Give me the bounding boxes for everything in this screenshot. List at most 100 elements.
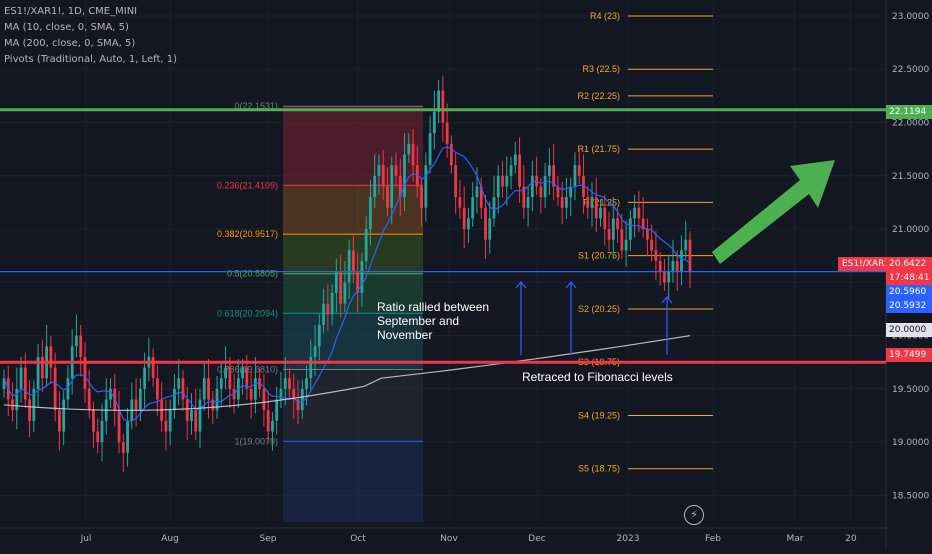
candle-body [688,239,692,272]
candle-body [552,165,556,187]
time-tick-label: Jul [80,534,92,544]
up-arrow-head [515,281,527,289]
chart-legend: ES1!/XAR1!, 1D, CME_MINI MA (10, close, … [4,4,177,68]
candle-body [164,420,168,432]
candle-body [381,165,385,187]
candle-body [185,399,189,421]
fib-level-label: 0.236(21.4109) [217,180,278,190]
candle-body [57,410,61,432]
retrace-annotation: Retraced to Fibonacci levels [522,370,673,384]
candle-body [11,399,14,411]
price-tick-label: 19.0000 [892,438,929,448]
candle-body [458,197,462,208]
candle-body [599,207,602,219]
candle-body [437,90,441,112]
candle-body [603,207,607,230]
candle-body [215,388,219,411]
candle-body [271,420,274,432]
candle-body [15,388,19,411]
candle-body [87,388,91,411]
candle-body [449,143,453,166]
candle-body [347,250,351,283]
fib-level-label: 0.382(20.9517) [217,229,278,239]
candle-body [616,218,619,230]
pivot-label: R2 (22.25) [577,91,620,101]
ma200-tag: 20.0000 [886,323,932,337]
candle-body [194,410,198,432]
candle-body [513,154,517,166]
candle-body [441,90,445,123]
time-tick-label: 20 [845,534,857,544]
candle-body [313,346,317,357]
candle-body [403,154,406,198]
candle-body [228,367,232,389]
candle-body [211,399,215,411]
candle-body [484,207,487,240]
up-arrow-head [661,296,673,304]
candle-body [637,207,641,219]
candle-body [322,303,325,325]
tradingview-logo-icon[interactable]: ⚡ [684,505,704,525]
candle-body [241,367,245,379]
candle-body [569,186,573,198]
candle-body [667,271,671,283]
candle-body [582,175,585,198]
candle-body [586,197,590,208]
candle-body [675,261,679,272]
candle-body [49,346,53,368]
fib-zone [283,441,423,522]
candle-body [654,250,658,261]
candle-body [75,335,78,347]
candle-body [411,143,415,166]
time-tick-label: Nov [440,534,458,544]
candle-body [522,186,526,208]
pivot-label: S5 (18.75) [578,464,620,474]
candle-body [79,335,83,357]
candle-body [224,367,227,379]
candle-body [479,186,483,208]
candle-body [594,197,598,219]
symbol-price-tag: ES1!/XAR1! [838,257,898,271]
candle-body [317,324,321,347]
candle-body [339,271,343,304]
candle-body [428,133,432,166]
candle-body [288,378,291,389]
fib-level-label: 0.5(20.5805) [227,269,278,279]
candle-body [330,292,334,315]
countdown-tag: 17:48:41 [886,271,932,285]
candle-body [360,261,364,293]
candle-body [190,410,193,421]
pivot-label: R4 (23) [590,11,620,21]
candle-body [560,197,564,208]
candle-body [492,197,496,219]
time-tick-label: 2023 [617,534,640,544]
candle-body [2,378,6,389]
candle-body [530,175,534,198]
price-tick-label: 21.0000 [892,225,929,235]
pivot-label: S2 (20.25) [578,304,620,314]
candle-body [445,122,449,144]
candle-body [168,410,172,432]
candle-body [326,303,330,315]
fib-zone [283,313,423,370]
time-tick-label: Mar [787,534,804,544]
candle-body [296,399,300,411]
candle-body [633,207,637,219]
candle-body [126,420,129,453]
candle-body [19,367,23,389]
ma10-tag: 20.5960 [886,285,932,299]
candle-body [641,218,645,230]
candle-body [462,207,466,230]
candle-body [249,388,253,400]
candle-body [415,165,419,187]
candle-body [505,175,509,187]
candle-body [100,420,104,443]
candle-body [386,186,389,208]
candle-body [309,356,313,379]
candle-body [424,165,428,208]
candle-body [305,378,308,389]
price-tick-label: 22.0000 [892,119,929,129]
candle-body [334,271,338,293]
